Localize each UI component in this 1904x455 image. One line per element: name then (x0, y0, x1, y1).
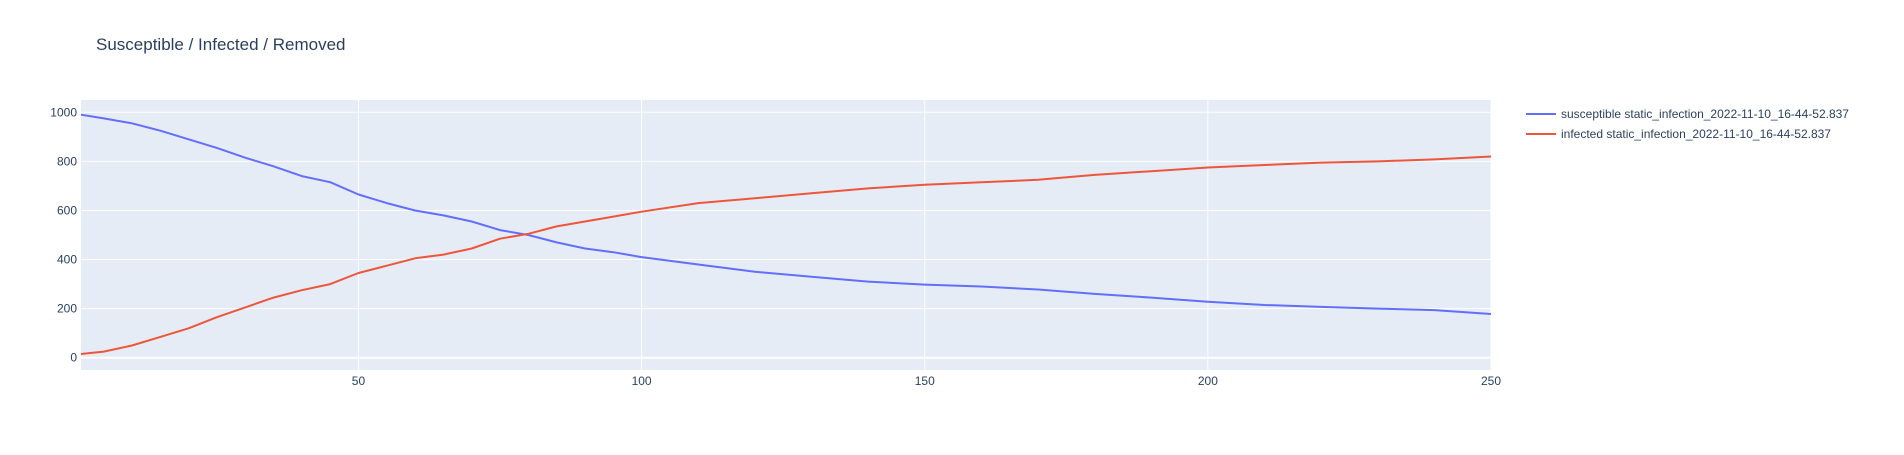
y-tick-label: 0 (70, 351, 77, 365)
x-tick-label: 50 (352, 374, 366, 388)
x-axis: 50 100 150 200 250 (352, 374, 1502, 388)
series-layer (80, 113, 1492, 355)
y-tick-label: 200 (57, 302, 77, 316)
legend-label-infected: infected static_infection_2022-11-10_16-… (1561, 127, 1831, 141)
x-tick-label: 200 (1198, 374, 1218, 388)
series-line-susceptible[interactable] (80, 113, 1492, 315)
y-tick-label: 1000 (50, 105, 77, 119)
x-tick-label: 100 (632, 374, 652, 388)
x-tick-label: 150 (915, 374, 935, 388)
y-tick-label: 600 (57, 203, 77, 217)
legend[interactable]: susceptible static_infection_2022-11-10_… (1526, 107, 1849, 141)
x-tick-label: 250 (1481, 374, 1501, 388)
plot-background (81, 100, 1491, 370)
chart-title: Susceptible / Infected / Removed (96, 35, 345, 54)
series-line-infected[interactable] (80, 155, 1492, 355)
legend-label-susceptible: susceptible static_infection_2022-11-10_… (1561, 107, 1849, 121)
y-tick-label: 800 (57, 154, 77, 168)
legend-item-infected[interactable]: infected static_infection_2022-11-10_16-… (1526, 127, 1831, 141)
grid-layer (81, 100, 1492, 370)
legend-item-susceptible[interactable]: susceptible static_infection_2022-11-10_… (1526, 107, 1849, 121)
y-axis: 0 200 400 600 800 1000 (50, 105, 77, 364)
y-tick-label: 400 (57, 253, 77, 267)
